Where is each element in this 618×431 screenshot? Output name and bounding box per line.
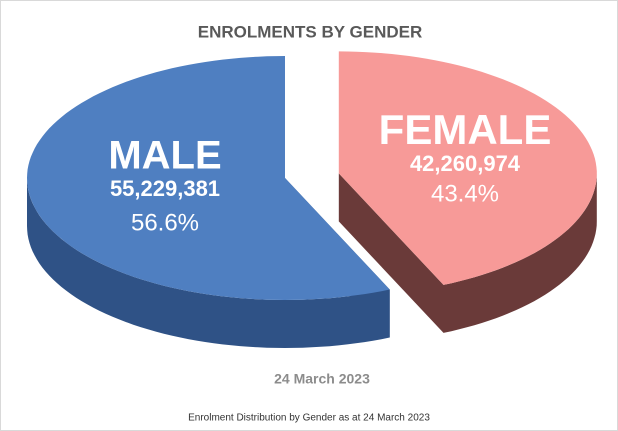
percentage-label: 43.4% <box>431 180 499 207</box>
category-label: MALE <box>108 134 221 178</box>
slice-top <box>338 51 597 285</box>
slice-side <box>338 173 444 333</box>
percentage-label: 56.6% <box>131 209 199 236</box>
value-label: 42,260,974 <box>410 151 521 176</box>
caption: Enrolment Distribution by Gender as at 2… <box>188 413 430 424</box>
chart-title: ENROLMENTS BY GENDER <box>198 22 423 41</box>
slice-top <box>27 56 390 300</box>
slice-wall <box>443 173 597 333</box>
slice-wall <box>27 178 390 348</box>
date-label: 24 March 2023 <box>274 371 370 387</box>
value-label: 55,229,381 <box>110 176 220 201</box>
category-label: FEMALE <box>379 106 552 153</box>
